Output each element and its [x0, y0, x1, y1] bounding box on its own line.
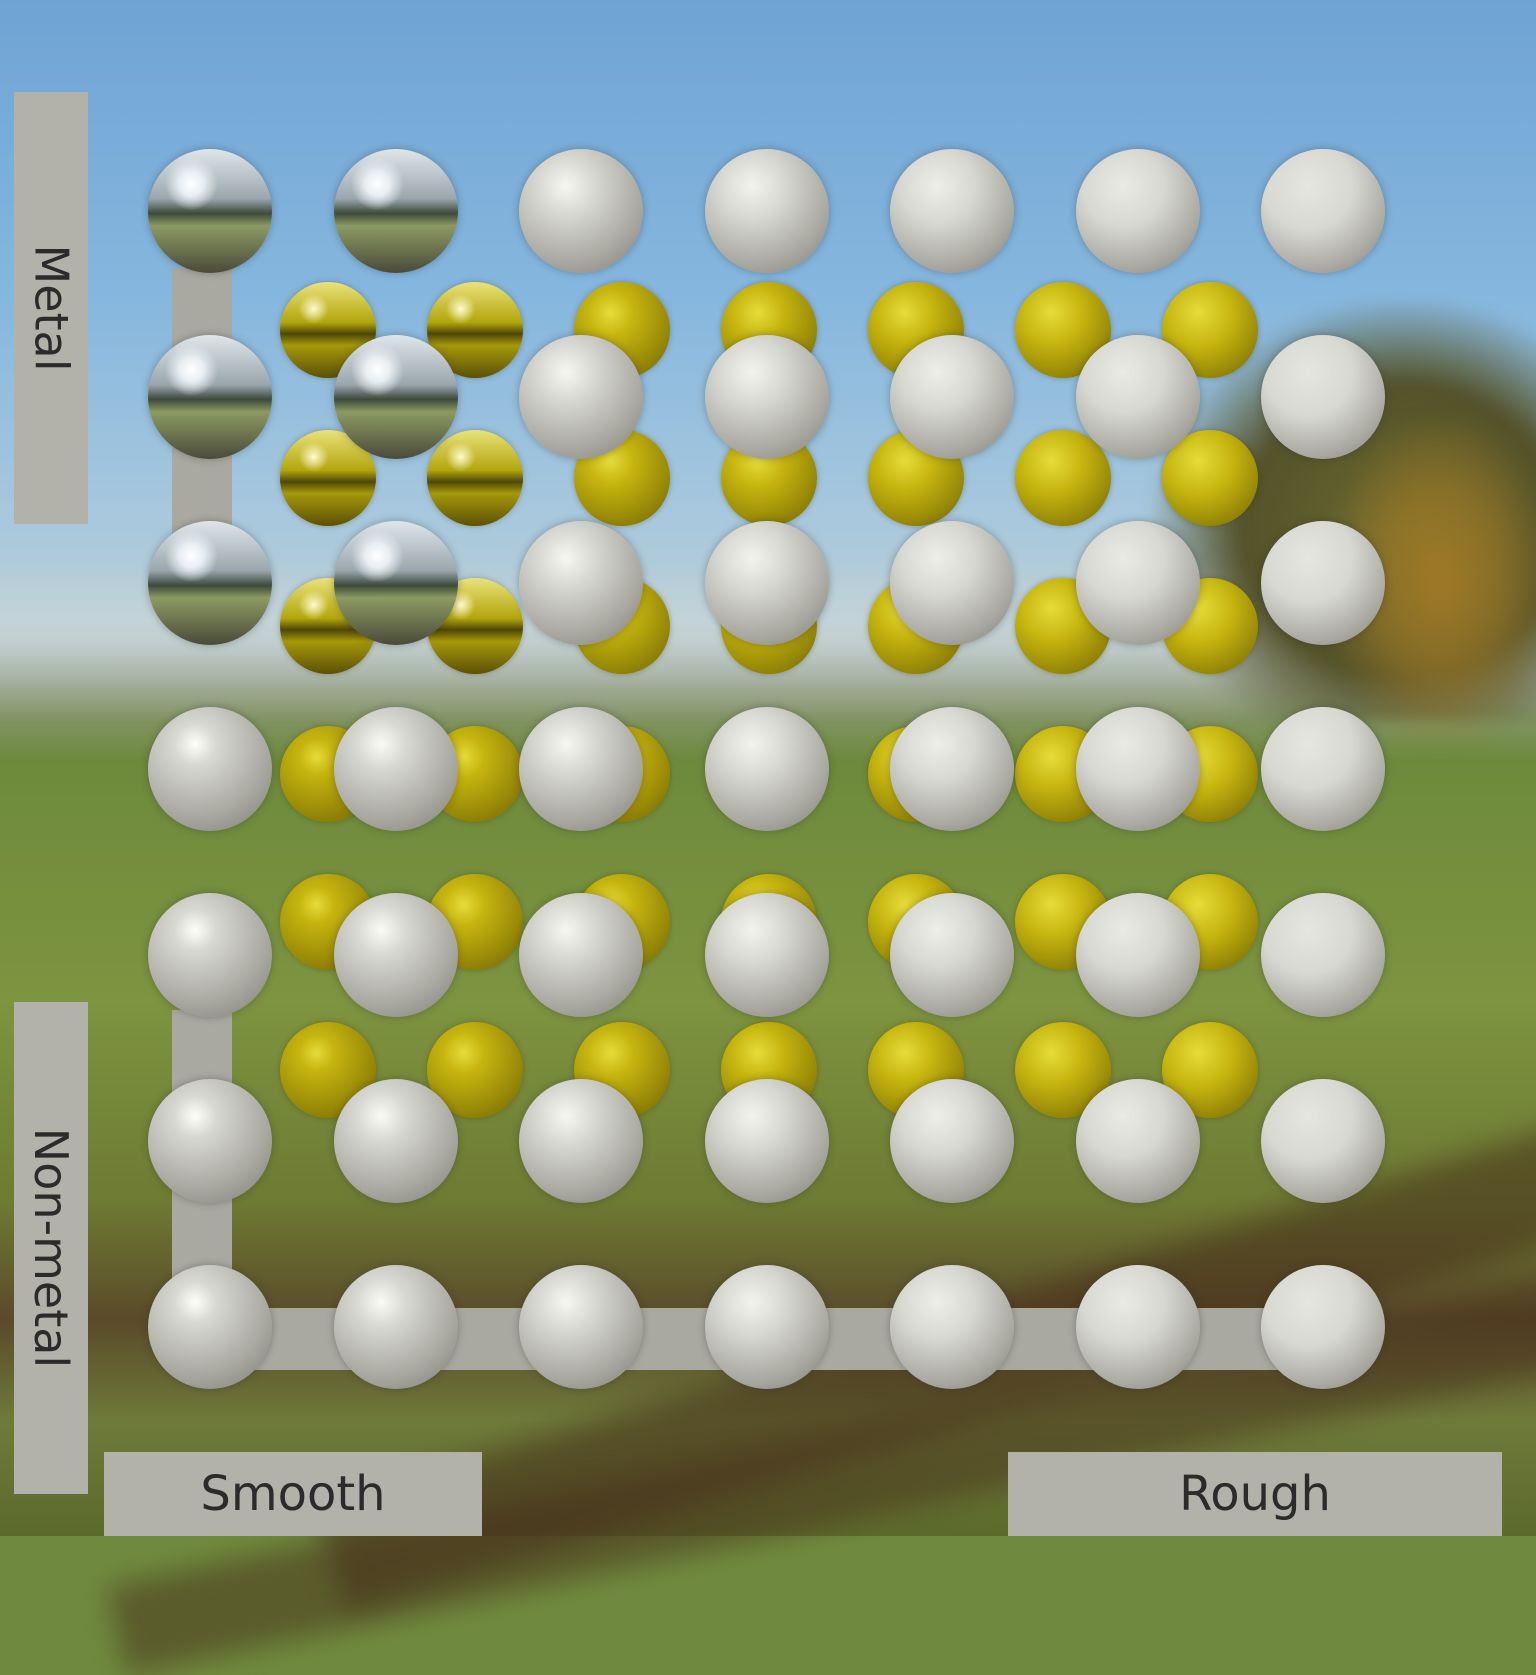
silver-sphere — [1261, 1265, 1385, 1389]
rough-label-text: Rough — [1179, 1466, 1331, 1522]
silver-sphere — [148, 521, 272, 645]
silver-sphere — [704, 1079, 829, 1203]
silver-sphere — [1075, 893, 1200, 1017]
silver-sphere — [519, 335, 643, 459]
silver-sphere — [704, 707, 829, 831]
silver-sphere — [148, 1079, 272, 1203]
non-metal-label-text: Non-metal — [24, 1127, 79, 1369]
silver-sphere — [1261, 893, 1385, 1017]
silver-sphere — [333, 149, 458, 273]
silver-sphere — [1075, 335, 1200, 459]
silver-sphere — [333, 1265, 458, 1389]
silver-sphere — [148, 1265, 272, 1389]
silver-sphere — [1261, 707, 1385, 831]
silver-sphere — [704, 149, 829, 273]
silver-sphere — [519, 893, 643, 1017]
gold-sphere — [427, 430, 523, 526]
silver-sphere — [1261, 1079, 1385, 1203]
silver-sphere — [1075, 707, 1200, 831]
silver-sphere — [890, 707, 1014, 831]
non-metal-label: Non-metal — [14, 1002, 88, 1494]
silver-sphere — [1075, 521, 1200, 645]
metal-label-text: Metal — [24, 244, 78, 372]
silver-sphere — [704, 1265, 829, 1389]
gold-sphere — [1162, 430, 1258, 526]
silver-sphere — [333, 1079, 458, 1203]
silver-sphere — [519, 1079, 643, 1203]
silver-sphere — [1075, 1265, 1200, 1389]
smooth-label: Smooth — [104, 1452, 482, 1536]
silver-sphere — [1261, 149, 1385, 273]
silver-sphere — [333, 335, 458, 459]
silver-sphere — [1075, 1079, 1200, 1203]
silver-sphere — [890, 1079, 1014, 1203]
silver-sphere — [519, 1265, 643, 1389]
silver-sphere — [148, 893, 272, 1017]
silver-sphere — [890, 893, 1014, 1017]
silver-sphere — [519, 707, 643, 831]
rough-label: Rough — [1008, 1452, 1502, 1536]
silver-sphere — [704, 521, 829, 645]
silver-sphere — [333, 521, 458, 645]
silver-sphere — [890, 1265, 1014, 1389]
silver-sphere — [148, 149, 272, 273]
silver-sphere — [333, 707, 458, 831]
silver-sphere — [890, 335, 1014, 459]
metal-label: Metal — [14, 92, 88, 524]
silver-sphere — [1075, 149, 1200, 273]
gold-sphere — [1015, 430, 1111, 526]
silver-sphere — [704, 335, 829, 459]
silver-sphere — [148, 335, 272, 459]
silver-sphere — [1261, 335, 1385, 459]
silver-sphere — [333, 893, 458, 1017]
silver-sphere — [148, 707, 272, 831]
silver-sphere — [519, 149, 643, 273]
smooth-label-text: Smooth — [200, 1466, 386, 1522]
silver-sphere — [890, 521, 1014, 645]
silver-sphere — [1261, 521, 1385, 645]
silver-sphere — [704, 893, 829, 1017]
silver-sphere — [519, 521, 643, 645]
silver-sphere — [890, 149, 1014, 273]
